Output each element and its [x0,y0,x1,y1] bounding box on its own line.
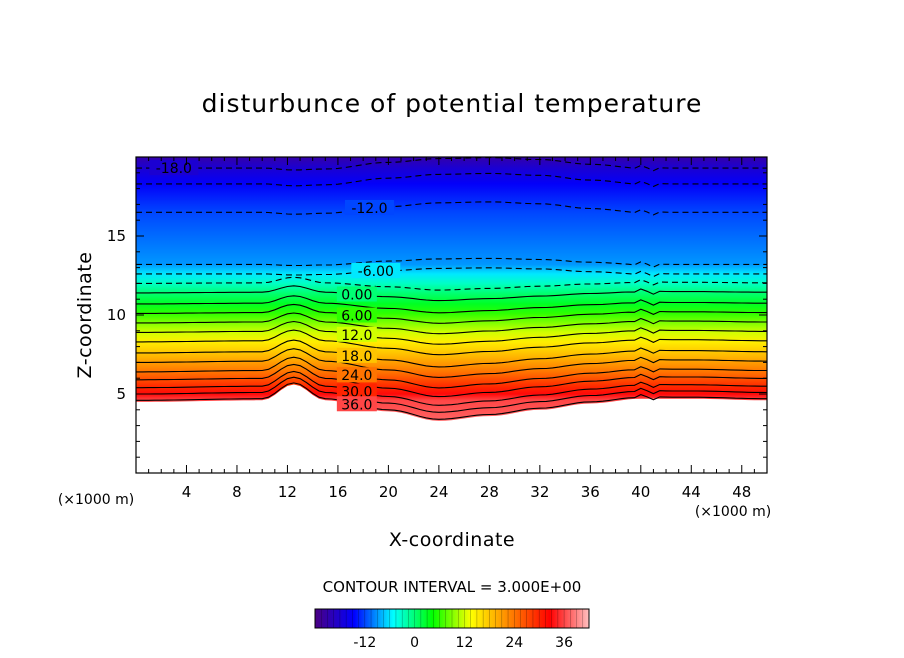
x-tick-label: 40 [631,483,650,501]
chart-title: disturbunce of potential temperature [202,89,703,118]
contour-line [136,303,767,324]
contour-label: 6.00 [341,308,372,324]
x-tick-label: 12 [278,483,297,501]
contour-label: 36.0 [341,397,372,413]
contour-label-bg [336,396,377,412]
contour-label: -12.0 [351,201,387,217]
contour-label-bg [336,367,377,383]
colorbar-tick-label: -12 [353,635,376,651]
x-tick-label: 36 [581,483,600,501]
contour-line [136,370,767,406]
terrain-mask [136,384,767,473]
contour-line [136,257,767,268]
contour-line [136,329,767,356]
contour-labels: -18.0-12.0-6.000.006.0012.018.024.030.03… [149,160,401,413]
contour-label-bg [336,307,377,323]
x-unit-right: (×1000 m) [695,504,771,520]
contour-line [136,201,767,216]
contour-label: 24.0 [341,368,372,384]
x-tick-label: 48 [732,483,751,501]
contour-label-bg [336,383,377,399]
x-axis-title: X-coordinate [389,529,515,551]
contour-lines [136,157,767,420]
y-tick-label: 15 [107,227,126,245]
contour-label: -18.0 [156,161,192,177]
contour-label-bg [336,286,377,302]
colorbar-tick-label: 0 [410,635,419,651]
contour-line [136,285,767,302]
contour-label: 12.0 [341,328,372,344]
contour-label-bg [344,199,394,215]
colorbar: -12 0 12 24 36 [314,608,590,651]
colorbar-ticks: -12 0 12 24 36 [353,635,573,651]
x-unit-left: (×1000 m) [58,492,134,508]
x-tick-label: 24 [429,483,448,501]
contour-line [136,363,767,398]
contour-line [136,157,767,172]
contour-line [136,320,767,345]
x-tick-label: 20 [379,483,398,501]
contour-line [136,339,767,368]
contour-line [136,172,767,188]
contour-label-bg [351,262,401,278]
contour-label: 18.0 [341,349,372,365]
contour-line [136,312,767,335]
x-tick-label: 16 [328,483,347,501]
y-tick-label: 5 [116,385,126,403]
x-tick-label: 44 [682,483,701,501]
contour-label: -6.00 [358,264,394,280]
contour-label-bg [336,326,377,342]
x-tick-label: 4 [182,483,192,501]
contour-line [136,376,767,413]
x-tick-label: 28 [480,483,499,501]
contour-line [136,295,767,314]
colorbar-tick-label: 24 [505,635,523,651]
contour-label-bg [336,347,377,363]
contour-line [136,356,767,389]
colorbar-tick-label: 12 [456,635,474,651]
contour-line [136,267,767,278]
x-tick-label: 8 [232,483,242,501]
contour-label: 0.00 [341,287,372,303]
colorbar-cells [321,609,583,628]
y-tick-label: 10 [107,306,126,324]
plot-area: -18.0-12.0-6.000.006.0012.018.024.030.03… [136,157,767,473]
contour-line [136,276,767,291]
x-tick-label: 32 [530,483,549,501]
contour-line [136,348,767,378]
contour-line [136,382,767,420]
contour-interval-note: CONTOUR INTERVAL = 3.000E+00 [323,578,582,596]
colorbar-tick-label: 36 [555,635,573,651]
y-axis-title: Z-coordinate [74,252,96,379]
